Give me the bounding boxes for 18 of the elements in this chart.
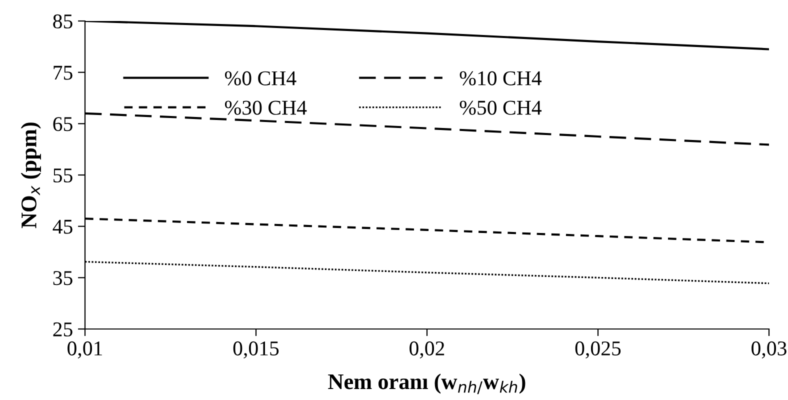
legend-label: %50 CH4 bbox=[460, 100, 542, 115]
x-tick-label: 0,015 bbox=[233, 341, 279, 358]
x-tick-label: 0,01 bbox=[68, 341, 102, 358]
y-tick-label: 75 bbox=[54, 66, 72, 80]
y-tick-label: 85 bbox=[53, 14, 72, 28]
y-tick-label: 45 bbox=[52, 220, 72, 234]
legend-label: %0 CH4 bbox=[224, 71, 296, 86]
legend-label: %10 CH4 bbox=[460, 71, 542, 86]
x-tick-label: 0,025 bbox=[575, 341, 621, 358]
x-tick-label: 0,02 bbox=[410, 341, 444, 358]
y-tick-label: 25 bbox=[53, 322, 72, 336]
y-tick-label: 65 bbox=[53, 117, 72, 132]
y-axis-title: NO$_{x}$ (ppm) bbox=[20, 122, 41, 228]
y-tick-label: 35 bbox=[53, 271, 72, 286]
y-tick-label: 55 bbox=[54, 168, 72, 182]
x-tick-label: 0,03 bbox=[752, 341, 786, 358]
x-axis-title: Nem oranı (w$_{nh/}$w$_{kh}$) bbox=[328, 374, 526, 394]
legend-label: %30 CH4 bbox=[224, 100, 307, 115]
